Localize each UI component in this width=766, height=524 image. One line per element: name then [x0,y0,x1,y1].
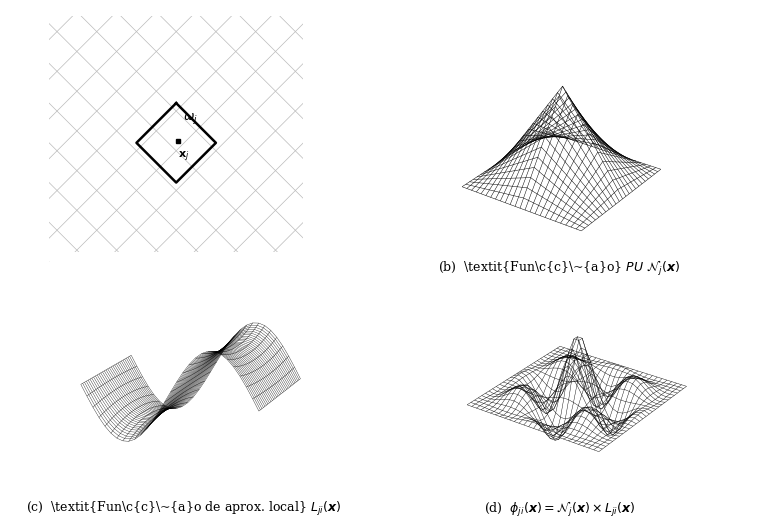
Text: (d)  $\phi_{ji}(\boldsymbol{x}) = \mathcal{N}_j(\boldsymbol{x}) \times L_{ji}(\b: (d) $\phi_{ji}(\boldsymbol{x}) = \mathca… [483,500,635,519]
Text: $\mathbf{x}_j$: $\mathbf{x}_j$ [178,150,190,165]
Text: (a)  \textit{Nuvem} $\omega_j$: (a) \textit{Nuvem} $\omega_j$ [105,269,247,287]
Text: (b)  \textit{Fun\c{c}\~{a}o} $PU$ $\mathcal{N}_j(\boldsymbol{x})$: (b) \textit{Fun\c{c}\~{a}o} $PU$ $\mathc… [438,259,680,278]
Text: (c)  \textit{Fun\c{c}\~{a}o de aprox. local} $L_{ji}(\boldsymbol{x})$: (c) \textit{Fun\c{c}\~{a}o de aprox. loc… [26,500,342,518]
Text: $\omega_j$: $\omega_j$ [183,111,198,126]
